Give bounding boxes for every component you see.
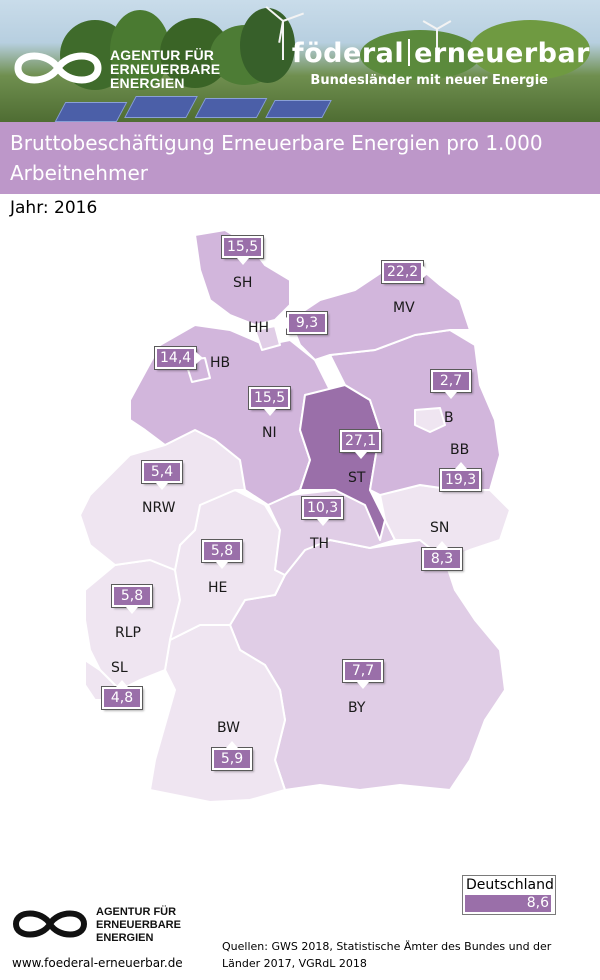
solar-panel bbox=[194, 98, 268, 118]
value-callout-HE: 5,8 bbox=[201, 539, 243, 569]
banner-tree bbox=[360, 30, 480, 80]
agentur-line: AGENTUR FÜR bbox=[110, 47, 215, 63]
infinity-logo-icon bbox=[14, 52, 102, 84]
value-callout-MV: 22,2 bbox=[380, 260, 431, 284]
value-callout-SH: 15,5 bbox=[220, 235, 265, 265]
agentur-line: ERNEUERBARE bbox=[96, 919, 181, 931]
wind-turbine bbox=[282, 20, 284, 60]
value-callout-NI: 15,5 bbox=[247, 386, 292, 416]
national-average-value: 8,6 bbox=[465, 895, 551, 912]
agentur-logo-text: AGENTUR FÜR ERNEUERBARE ENERGIEN bbox=[110, 48, 220, 90]
value-callout-TH: 10,3 bbox=[300, 496, 345, 526]
solar-panel bbox=[265, 100, 332, 118]
wind-turbine-blade bbox=[436, 20, 452, 30]
state-label-BW: BW bbox=[217, 720, 240, 736]
agentur-line: ERNEUERBARE bbox=[110, 61, 221, 77]
erneuerbar-word: erneuerbar bbox=[414, 38, 590, 69]
value-callout-B: 2,7 bbox=[430, 369, 472, 399]
state-label-SL: SL bbox=[111, 660, 128, 676]
value-callout-BB: 19,3 bbox=[438, 462, 483, 492]
value-callout-ST: 27,1 bbox=[338, 429, 383, 459]
state-label-B: B bbox=[444, 410, 454, 426]
national-average-box: Deutschland 8,6 bbox=[462, 875, 556, 915]
state-label-RLP: RLP bbox=[115, 625, 141, 641]
foederal-word: föderal bbox=[291, 38, 405, 69]
state-label-HH: HH bbox=[248, 320, 270, 336]
website-link[interactable]: www.foederal-erneuerbar.de bbox=[12, 956, 183, 970]
sources-line: Länder 2017, VGRdL 2018 bbox=[222, 957, 367, 970]
value-callout-HH: 9,3 bbox=[280, 311, 328, 335]
value-callout-HB: 14,4 bbox=[153, 346, 204, 370]
year-label: Jahr: 2016 bbox=[10, 198, 98, 218]
state-label-SN: SN bbox=[430, 520, 450, 536]
state-region-B bbox=[414, 407, 446, 433]
foederal-erneuerbar-logo: föderal erneuerbar bbox=[292, 38, 590, 69]
national-average-label: Deutschland bbox=[466, 877, 554, 893]
infinity-logo-icon bbox=[12, 910, 88, 938]
state-label-BB: BB bbox=[450, 442, 470, 458]
sources-note: Quellen: GWS 2018, Statistische Ämter de… bbox=[222, 938, 582, 972]
wind-turbine-blade bbox=[422, 20, 438, 30]
chart-title: Bruttobeschäftigung Erneuerbare Energien… bbox=[10, 131, 543, 185]
agentur-footer-logo-text: AGENTUR FÜR ERNEUERBARE ENERGIEN bbox=[96, 906, 181, 945]
agentur-line: AGENTUR FÜR bbox=[96, 906, 177, 918]
state-label-ST: ST bbox=[348, 470, 366, 486]
solar-panel bbox=[124, 96, 198, 118]
state-label-NRW: NRW bbox=[142, 500, 176, 516]
value-callout-NRW: 5,4 bbox=[141, 460, 183, 490]
agentur-line: ENERGIEN bbox=[96, 932, 154, 944]
banner-tree bbox=[470, 20, 590, 80]
agentur-line: ENERGIEN bbox=[110, 75, 185, 91]
state-label-MV: MV bbox=[393, 300, 415, 316]
state-label-BY: BY bbox=[348, 700, 366, 716]
state-label-SH: SH bbox=[233, 275, 253, 291]
title-bar bbox=[0, 122, 600, 194]
value-callout-BY: 7,7 bbox=[342, 659, 384, 689]
state-label-HE: HE bbox=[208, 580, 228, 596]
logo-separator bbox=[408, 39, 411, 66]
value-callout-SL: 4,8 bbox=[101, 680, 143, 710]
sources-line: Quellen: GWS 2018, Statistische Ämter de… bbox=[222, 940, 552, 953]
solar-panel bbox=[54, 102, 128, 122]
header-banner: AGENTUR FÜR ERNEUERBARE ENERGIEN föderal… bbox=[0, 0, 600, 122]
value-callout-SN: 8,3 bbox=[421, 541, 463, 571]
value-callout-RLP: 5,8 bbox=[111, 584, 153, 614]
foederal-tagline: Bundesländer mit neuer Energie bbox=[310, 73, 548, 88]
state-label-HB: HB bbox=[210, 355, 231, 371]
state-region-HH bbox=[254, 325, 281, 351]
state-label-TH: TH bbox=[310, 536, 330, 552]
value-callout-BW: 5,9 bbox=[211, 741, 253, 771]
state-region-MV bbox=[289, 267, 471, 361]
state-label-NI: NI bbox=[262, 425, 277, 441]
germany-map: SH HH MV HB NI B BB ST NRW TH SN HE RLP … bbox=[0, 220, 600, 840]
